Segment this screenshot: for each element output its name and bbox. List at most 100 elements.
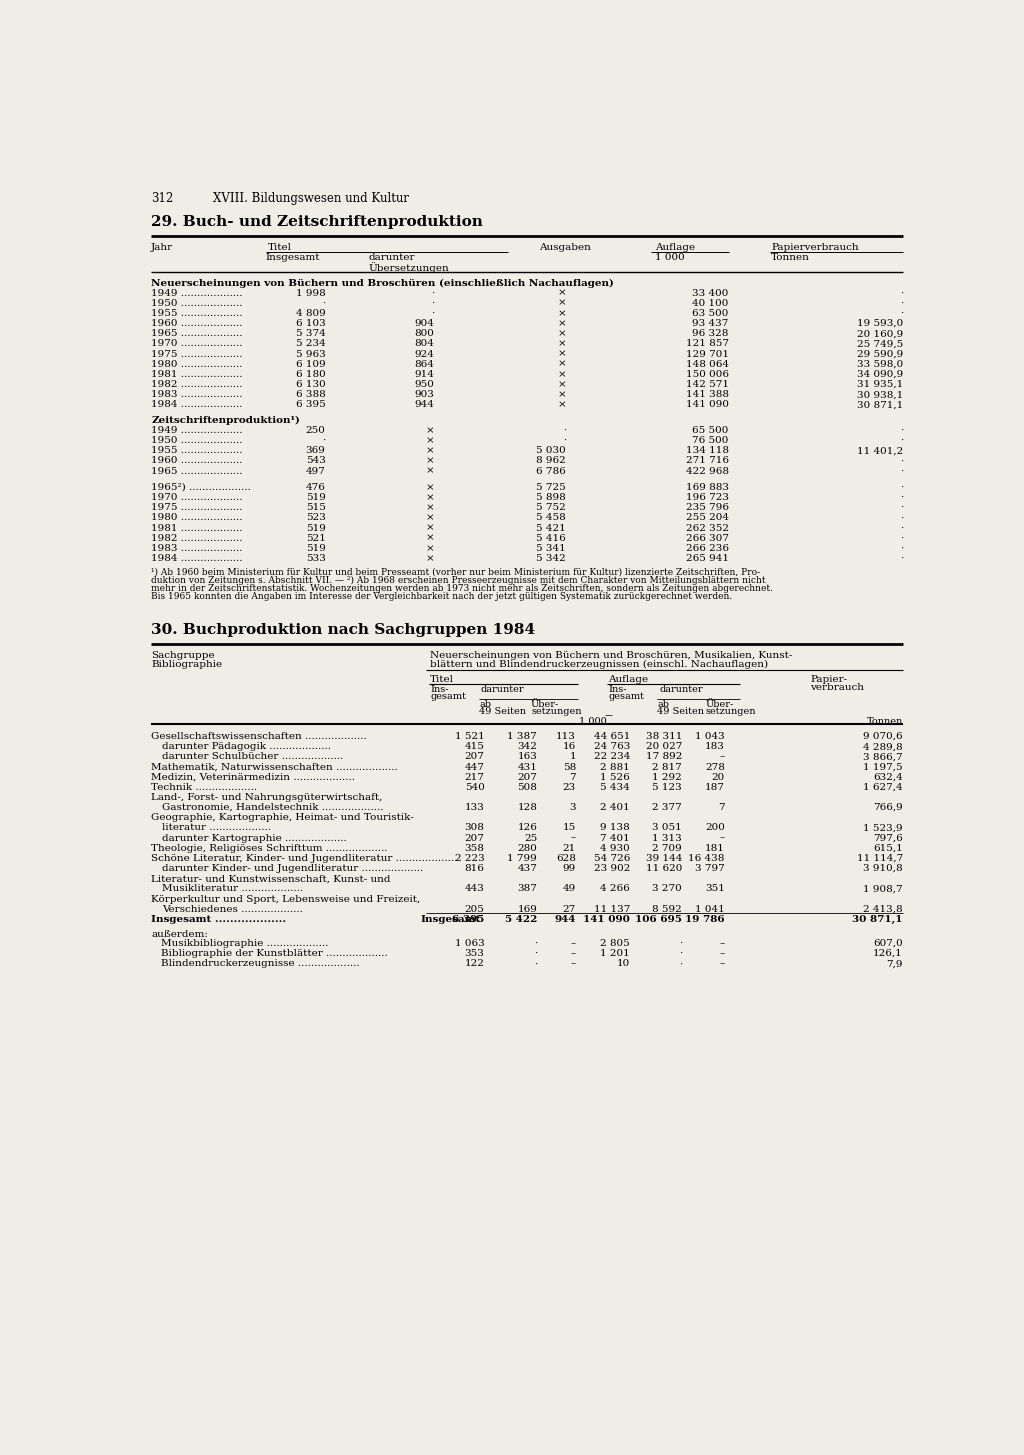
Text: ×: × [425,447,434,455]
Text: Schöne Literatur, Kinder- und Jugendliteratur ...................: Schöne Literatur, Kinder- und Jugendlite… [152,854,458,863]
Text: 262 352: 262 352 [686,524,729,533]
Text: ·: · [900,493,903,502]
Text: ×: × [425,514,434,522]
Text: 142 571: 142 571 [686,380,729,388]
Text: ×: × [425,467,434,476]
Text: ·: · [900,503,903,512]
Text: Papierverbrauch: Papierverbrauch [771,243,859,252]
Text: 6 388: 6 388 [296,390,326,399]
Text: ·: · [900,483,903,492]
Text: 20 160,9: 20 160,9 [857,329,903,338]
Text: 3 270: 3 270 [652,885,682,893]
Text: Über-: Über- [531,700,559,710]
Text: 308: 308 [465,824,484,832]
Text: 3 910,8: 3 910,8 [863,864,903,873]
Text: Bibliographie: Bibliographie [152,659,222,669]
Text: 3 051: 3 051 [652,824,682,832]
Text: 2 881: 2 881 [600,762,630,771]
Text: 5 458: 5 458 [537,514,566,522]
Text: 437: 437 [517,864,538,873]
Text: 1 627,4: 1 627,4 [863,783,903,792]
Text: Gastronomie, Handelstechnik ...................: Gastronomie, Handelstechnik ............… [162,803,384,812]
Text: ×: × [425,493,434,502]
Text: 271 716: 271 716 [686,457,729,466]
Text: 58: 58 [563,762,575,771]
Text: 431: 431 [517,762,538,771]
Text: 134 118: 134 118 [686,447,729,455]
Text: 1 197,5: 1 197,5 [863,762,903,771]
Text: ×: × [425,524,434,533]
Text: Körperkultur und Sport, Lebensweise und Freizeit,: Körperkultur und Sport, Lebensweise und … [152,895,421,904]
Text: ·: · [679,959,682,969]
Text: 235 796: 235 796 [686,503,729,512]
Text: 2 413,8: 2 413,8 [863,905,903,914]
Text: 7 401: 7 401 [600,834,630,842]
Text: 16: 16 [563,742,575,751]
Text: außerdem:: außerdem: [152,930,208,938]
Text: ·: · [534,949,538,959]
Text: 49 Seiten: 49 Seiten [657,707,705,716]
Text: 864: 864 [415,359,434,368]
Text: 1960 ...................: 1960 ................... [152,457,243,466]
Text: ·: · [679,949,682,959]
Text: 49: 49 [563,885,575,893]
Text: 632,4: 632,4 [873,773,903,781]
Text: 6 109: 6 109 [296,359,326,368]
Text: 1983 ...................: 1983 ................... [152,390,243,399]
Text: 358: 358 [465,844,484,853]
Text: 11 620: 11 620 [646,864,682,873]
Text: 1949 ...................: 1949 ................... [152,288,243,298]
Text: Titel: Titel [267,243,292,252]
Text: 447: 447 [465,762,484,771]
Text: 508: 508 [517,783,538,792]
Text: darunter Schulbücher ...................: darunter Schulbücher ................... [162,752,343,761]
Text: 533: 533 [306,554,326,563]
Text: Insgesamt ...................: Insgesamt ................... [152,915,287,924]
Text: darunter Kartographie ...................: darunter Kartographie ..................… [162,834,347,842]
Text: 65 500: 65 500 [692,426,729,435]
Text: 3 797: 3 797 [695,864,725,873]
Text: Literatur- und Kunstwissenschaft, Kunst- und: Literatur- und Kunstwissenschaft, Kunst-… [152,874,391,883]
Text: 24 763: 24 763 [594,742,630,751]
Text: 34 090,9: 34 090,9 [857,370,903,378]
Text: 5 434: 5 434 [600,783,630,792]
Text: 113: 113 [556,732,575,741]
Text: 1975 ...................: 1975 ................... [152,349,243,358]
Text: 1 000: 1 000 [580,717,607,726]
Text: 944: 944 [415,400,434,409]
Text: 10: 10 [616,959,630,969]
Text: ×: × [557,370,566,378]
Text: ×: × [425,426,434,435]
Text: 1 043: 1 043 [695,732,725,741]
Text: –: – [720,752,725,761]
Text: ·: · [562,436,566,445]
Text: 415: 415 [465,742,484,751]
Text: 944: 944 [555,915,575,924]
Text: 30 871,1: 30 871,1 [853,915,903,924]
Text: 422 968: 422 968 [686,467,729,476]
Text: 5 030: 5 030 [537,447,566,455]
Text: 1981 ...................: 1981 ................... [152,370,243,378]
Text: 5 123: 5 123 [652,783,682,792]
Text: 1 000: 1 000 [655,253,685,262]
Text: Land-, Forst- und Nahrungsgüterwirtschaft,: Land-, Forst- und Nahrungsgüterwirtschaf… [152,793,383,802]
Text: 6 130: 6 130 [296,380,326,388]
Text: 342: 342 [517,742,538,751]
Text: ·: · [900,514,903,522]
Text: 38 311: 38 311 [646,732,682,741]
Text: blättern und Blindendruckerzeugnissen (einschl. Nachauflagen): blättern und Blindendruckerzeugnissen (e… [430,659,768,669]
Text: 1960 ...................: 1960 ................... [152,319,243,327]
Text: 25: 25 [524,834,538,842]
Text: darunter: darunter [659,685,703,694]
Text: 11 401,2: 11 401,2 [857,447,903,455]
Text: 183: 183 [705,742,725,751]
Text: 1950 ...................: 1950 ................... [152,436,243,445]
Text: verbrauch: verbrauch [810,682,864,691]
Text: 1982 ...................: 1982 ................... [152,534,243,543]
Text: 5 341: 5 341 [537,544,566,553]
Text: 20 027: 20 027 [646,742,682,751]
Text: 16 438: 16 438 [688,854,725,863]
Text: ab: ab [657,700,670,710]
Text: 4 266: 4 266 [600,885,630,893]
Text: ×: × [425,503,434,512]
